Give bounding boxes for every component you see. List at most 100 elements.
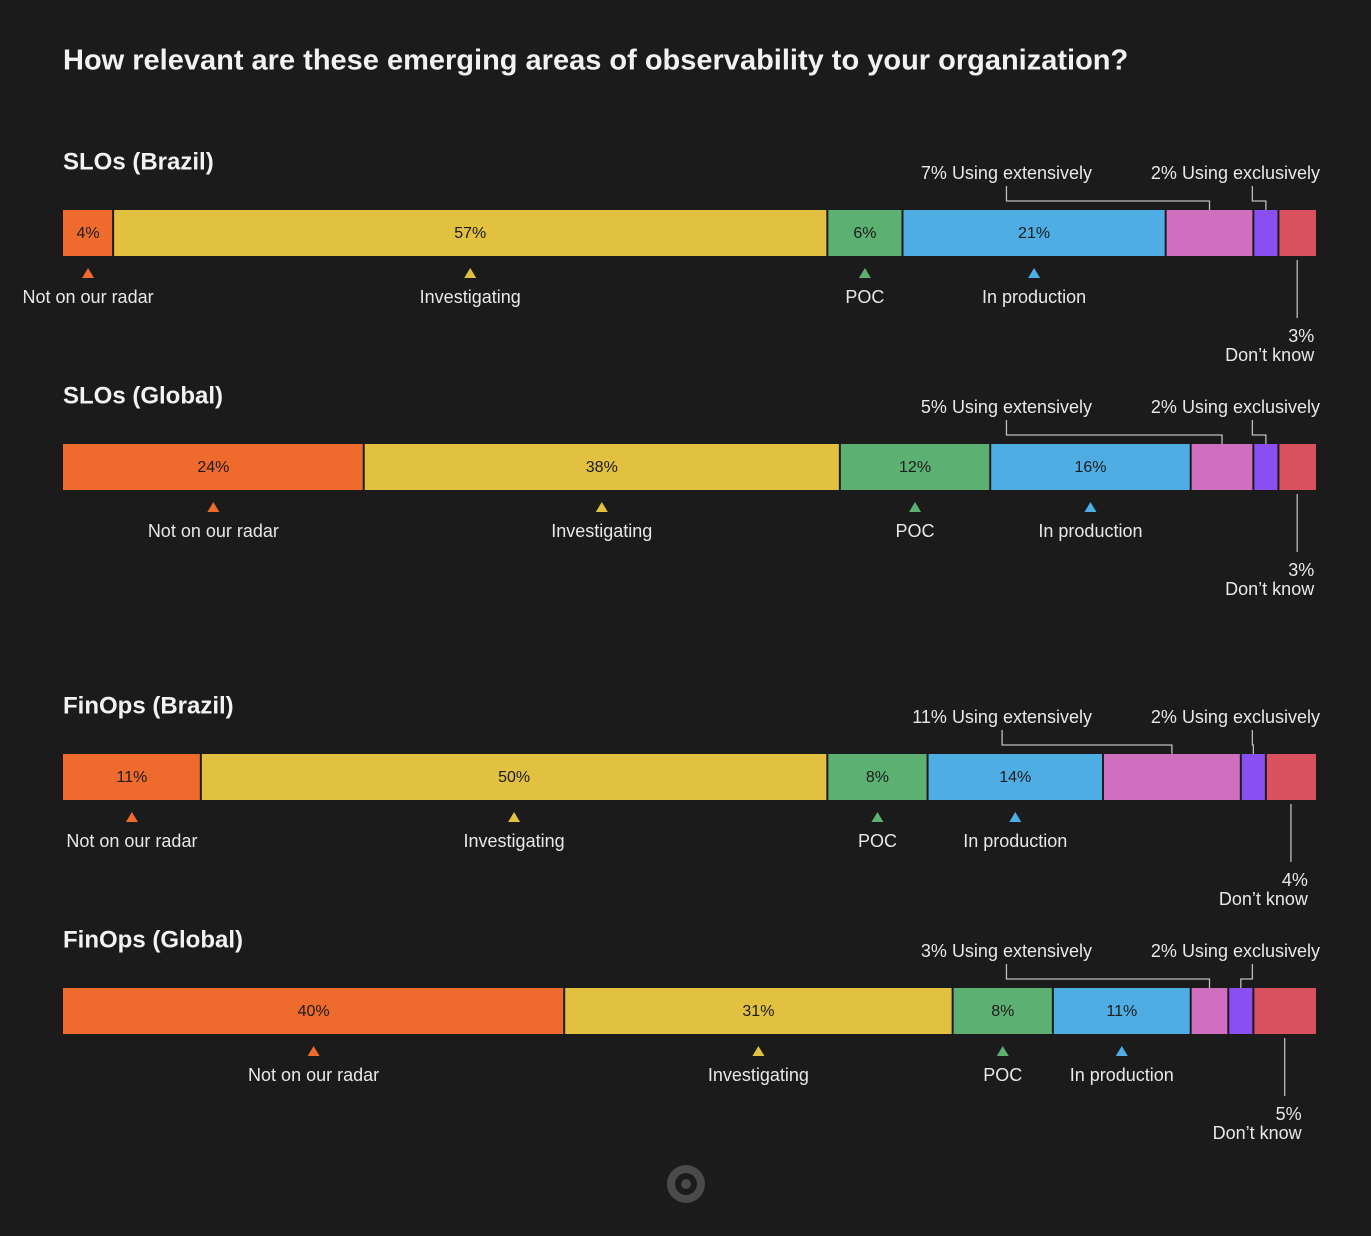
marker (1084, 502, 1097, 512)
bar-segment (903, 210, 1165, 256)
panel-title: SLOs (Global) (63, 382, 223, 409)
bar-segment (840, 444, 990, 490)
callout-value: 2% (1151, 163, 1177, 183)
category-label: In production (963, 831, 1067, 851)
callout-value: 5% (1276, 1104, 1302, 1124)
callout-name: Using extensively (952, 941, 1092, 961)
category-label: Not on our radar (148, 521, 279, 541)
marker (508, 812, 521, 822)
bar-segment (364, 444, 839, 490)
marker (307, 1046, 320, 1056)
bar-segment (1279, 444, 1316, 490)
value-label: 14% (999, 769, 1031, 786)
marker (996, 1046, 1009, 1056)
connector (1005, 964, 1211, 988)
bar-segment (1254, 988, 1316, 1034)
callout-label: 7% Using extensively (921, 163, 1092, 183)
category-label: Investigating (708, 1065, 809, 1085)
connector (1001, 730, 1173, 754)
category-label: Not on our radar (248, 1065, 379, 1085)
callout-label: 11% Using extensively (912, 707, 1092, 727)
chart-title: How relevant are these emerging areas of… (63, 45, 1128, 77)
bar-segment (1166, 210, 1253, 256)
bar-segment (1266, 754, 1316, 800)
category-label: In production (1070, 1065, 1174, 1085)
value-label: 11% (116, 769, 147, 786)
bar-segment (1279, 210, 1316, 256)
value-label: 57% (454, 225, 486, 242)
callout-name: Using exclusively (1182, 397, 1320, 417)
callout-value: 7% (921, 163, 947, 183)
value-label: 50% (498, 769, 530, 786)
value-label: 38% (586, 459, 618, 476)
callout-name: Using exclusively (1182, 707, 1320, 727)
bar-segment (1241, 754, 1265, 800)
category-label: POC (845, 287, 884, 307)
callout-label: 2% Using exclusively (1151, 941, 1320, 961)
callout-name: Don’t know (1225, 579, 1315, 599)
bar-segment (63, 444, 363, 490)
callout-name: Using exclusively (1182, 163, 1320, 183)
callout-label: 2% Using exclusively (1151, 163, 1320, 183)
category-label: POC (858, 831, 897, 851)
callout-value: 3% (1288, 326, 1314, 346)
category-label: Investigating (551, 521, 652, 541)
bar-segment (114, 210, 827, 256)
marker (125, 812, 138, 822)
connector (1251, 186, 1267, 210)
value-label: 12% (899, 459, 931, 476)
category-label: POC (896, 521, 935, 541)
callout-label: 2% Using exclusively (1151, 707, 1320, 727)
bar-segment (1254, 210, 1278, 256)
callout-name: Using extensively (952, 163, 1092, 183)
callout-name: Using extensively (952, 397, 1092, 417)
bar-segment (63, 210, 113, 256)
logo (667, 1165, 705, 1203)
bar-segment (63, 988, 564, 1034)
value-label: 6% (853, 225, 876, 242)
marker (909, 502, 922, 512)
callout-value: 2% (1151, 397, 1177, 417)
connector (1251, 730, 1254, 754)
category-label: Investigating (420, 287, 521, 307)
callout-name: Using extensively (952, 707, 1092, 727)
bar-segment (953, 988, 1052, 1034)
callout-value: 11% (912, 707, 947, 727)
value-label: 8% (866, 769, 889, 786)
bar-segment (928, 754, 1102, 800)
callout-label: 3% Using extensively (921, 941, 1092, 961)
callout-value: 3% (1288, 560, 1314, 580)
bar-segment (565, 988, 952, 1034)
marker (207, 502, 220, 512)
bar-segment (828, 210, 902, 256)
bar-segment (991, 444, 1190, 490)
callout-value: 2% (1151, 941, 1177, 961)
connector (1251, 420, 1267, 444)
marker (1115, 1046, 1128, 1056)
value-label: 40% (298, 1003, 330, 1020)
callout-value: 4% (1282, 870, 1308, 890)
panel-title: SLOs (Brazil) (63, 148, 214, 175)
value-label: 8% (991, 1003, 1014, 1020)
marker (464, 268, 477, 278)
value-label: 16% (1074, 459, 1106, 476)
bar-segment (201, 754, 827, 800)
bar-segment (1254, 444, 1278, 490)
marker (595, 502, 608, 512)
marker (752, 1046, 765, 1056)
category-label: In production (1038, 521, 1142, 541)
panel-title: FinOps (Brazil) (63, 692, 234, 719)
category-label: In production (982, 287, 1086, 307)
marker (82, 268, 95, 278)
value-label: 31% (742, 1003, 774, 1020)
bar-segment (1191, 988, 1228, 1034)
category-label: Not on our radar (66, 831, 197, 851)
bar-segment (1053, 988, 1190, 1034)
callout-label: 2% Using exclusively (1151, 397, 1320, 417)
callout-name: Don’t know (1213, 1123, 1303, 1143)
callout-name: Using exclusively (1182, 941, 1320, 961)
bar-segment (828, 754, 927, 800)
connector (1005, 186, 1211, 210)
panel-title: FinOps (Global) (63, 926, 243, 953)
marker (1009, 812, 1022, 822)
